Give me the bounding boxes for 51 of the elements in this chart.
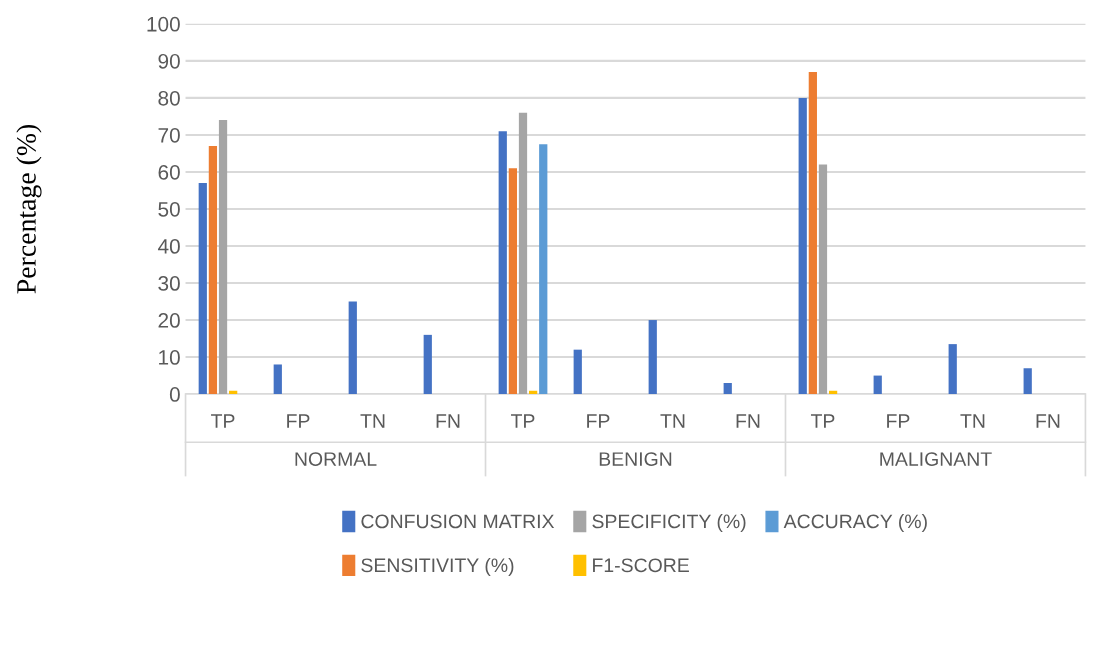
x-tick-label: FP	[887, 414, 910, 428]
bar	[518, 112, 528, 395]
text: NORMAL	[295, 452, 377, 466]
text: BENIGN	[599, 452, 672, 466]
bar	[273, 364, 282, 395]
y-tick-label: 60	[158, 164, 180, 180]
y-axis-title: Percentage (%)	[16, 124, 42, 294]
bar	[498, 131, 507, 395]
bar	[723, 382, 732, 395]
x-tick-label: FP	[287, 414, 310, 428]
y-tick-label: 20	[158, 313, 180, 328]
bar	[208, 146, 218, 395]
bar	[873, 375, 882, 395]
y-tick-label: 10	[159, 350, 180, 365]
y-tick-label: 100	[147, 16, 180, 32]
x-tick-label: FP	[587, 414, 610, 428]
text: MALIGNANT	[880, 452, 992, 466]
legend-label: SPECIFICITY (%)	[592, 513, 746, 533]
y-tick-label: 50	[158, 201, 180, 217]
bar	[798, 97, 807, 395]
x-tick-label: FN	[436, 414, 460, 428]
y-tick-label: 90	[158, 53, 180, 69]
x-tick-label: TN	[960, 414, 985, 428]
x-tick-label: TN	[660, 414, 685, 428]
bar	[573, 349, 582, 395]
bar	[808, 71, 817, 395]
y-tick-label: 30	[158, 276, 180, 291]
bar	[508, 168, 517, 395]
bar	[1023, 368, 1032, 395]
x-tick-label: TP	[810, 414, 835, 428]
y-tick-label: 70	[158, 127, 180, 143]
bar	[198, 183, 207, 395]
y-tick-label: 80	[158, 90, 180, 106]
x-tick-label: TP	[511, 414, 535, 428]
legend-label: F1-SCORE	[593, 558, 689, 573]
x-tick-label: FN	[1036, 414, 1060, 428]
x-tick-label: TN	[360, 414, 385, 428]
legend-label: CONFUSION MATRIX	[361, 514, 555, 529]
legend-label: SENSITIVITY (%)	[361, 557, 514, 577]
bar	[218, 120, 228, 395]
y-tick-label: 0	[169, 387, 180, 402]
legend-label: ACCURACY (%)	[783, 513, 927, 533]
y-tick-label: 40	[157, 239, 180, 254]
bar	[648, 320, 657, 395]
bar	[423, 334, 432, 395]
x-tick-label: TP	[211, 414, 235, 428]
bar	[818, 164, 828, 395]
bar	[539, 144, 548, 395]
x-tick-label: FN	[736, 414, 760, 428]
bar	[348, 301, 357, 395]
bar	[948, 344, 957, 395]
